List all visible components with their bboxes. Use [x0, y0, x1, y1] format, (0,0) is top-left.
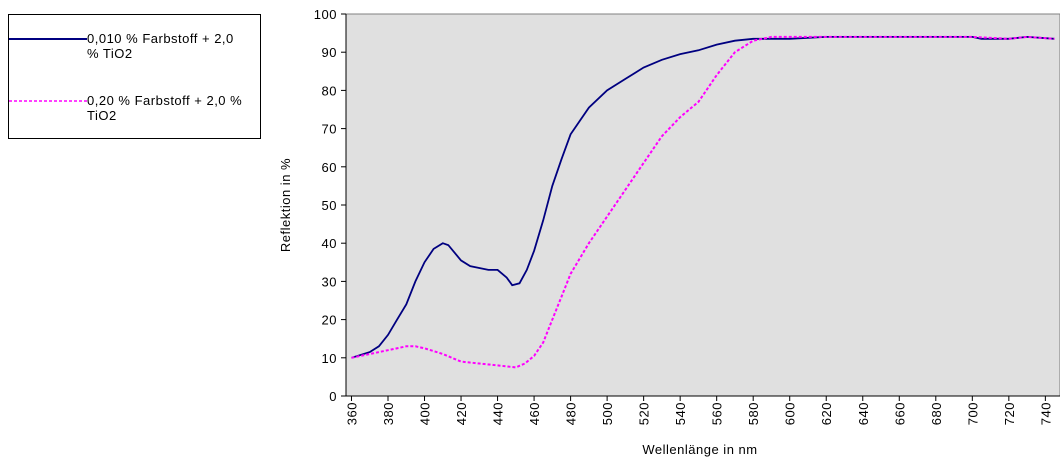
- x-tick-label: 600: [783, 402, 798, 425]
- x-axis-label: Wellenlänge in nm: [642, 442, 757, 457]
- legend-swatch: [9, 100, 87, 102]
- x-tick-label: 700: [965, 402, 980, 425]
- x-tick-label: 520: [637, 402, 652, 425]
- x-tick-label: 680: [929, 402, 944, 425]
- x-tick-label: 480: [564, 402, 579, 425]
- x-tick-label: 660: [892, 402, 907, 425]
- y-tick-label: 70: [322, 122, 337, 137]
- y-tick-label: 10: [322, 351, 337, 366]
- legend-swatch: [9, 38, 87, 40]
- x-tick-label: 620: [819, 402, 834, 425]
- legend: 0,010 % Farbstoff + 2,0 % TiO2 0,20 % Far…: [8, 14, 261, 139]
- y-tick-label: 50: [322, 198, 337, 213]
- y-tick-label: 40: [322, 236, 337, 251]
- y-axis-label: Reflektion in %: [278, 158, 293, 252]
- x-tick-label: 400: [418, 402, 433, 425]
- x-tick-label: 580: [746, 402, 761, 425]
- x-tick-label: 740: [1038, 402, 1053, 425]
- y-tick-label: 60: [322, 160, 337, 175]
- plot-area: [345, 13, 1060, 397]
- x-tick-label: 720: [1002, 402, 1017, 425]
- x-tick-label: 460: [527, 402, 542, 425]
- x-tick-label: 640: [856, 402, 871, 425]
- x-tick-label: 380: [381, 402, 396, 425]
- x-tick-label: 540: [673, 402, 688, 425]
- x-tick-label: 500: [600, 402, 615, 425]
- legend-label: 0,010 % Farbstoff + 2,0 % TiO2: [87, 31, 234, 61]
- y-tick-label: 90: [322, 45, 337, 60]
- y-tick-label: 80: [322, 83, 337, 98]
- legend-label: 0,20 % Farbstoff + 2,0 % TiO2: [87, 93, 243, 123]
- y-tick-label: 100: [314, 7, 337, 22]
- x-tick-label: 440: [491, 402, 506, 425]
- legend-entry: 0,20 % Farbstoff + 2,0 % TiO2: [9, 93, 247, 123]
- x-tick-label: 420: [454, 402, 469, 425]
- x-tick-label: 360: [344, 402, 359, 425]
- y-tick-label: 20: [322, 313, 337, 328]
- y-tick-label: 30: [322, 274, 337, 289]
- x-tick-label: 560: [710, 402, 725, 425]
- y-tick-label: 0: [329, 389, 337, 404]
- legend-entry: 0,010 % Farbstoff + 2,0 % TiO2: [9, 31, 247, 61]
